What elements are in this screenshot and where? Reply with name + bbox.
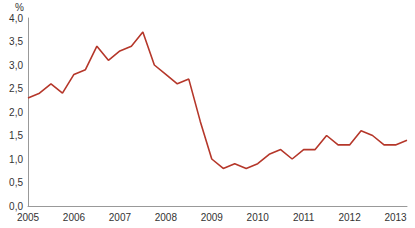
- svg-text:2,0: 2,0: [9, 107, 23, 118]
- svg-text:%: %: [15, 2, 24, 13]
- svg-text:2008: 2008: [155, 212, 178, 223]
- svg-text:2006: 2006: [63, 212, 86, 223]
- svg-text:0,5: 0,5: [9, 177, 23, 188]
- svg-text:2012: 2012: [338, 212, 361, 223]
- svg-text:2007: 2007: [109, 212, 132, 223]
- svg-text:3,5: 3,5: [9, 36, 23, 47]
- svg-text:2005: 2005: [17, 212, 40, 223]
- svg-text:1,0: 1,0: [9, 154, 23, 165]
- svg-text:2013: 2013: [384, 212, 407, 223]
- svg-text:2010: 2010: [247, 212, 270, 223]
- svg-text:1,5: 1,5: [9, 130, 23, 141]
- svg-text:2009: 2009: [201, 212, 224, 223]
- svg-text:2011: 2011: [293, 212, 315, 223]
- svg-text:0,0: 0,0: [9, 201, 23, 212]
- svg-text:2,5: 2,5: [9, 83, 23, 94]
- svg-text:4,0: 4,0: [9, 13, 23, 24]
- svg-text:3,0: 3,0: [9, 60, 23, 71]
